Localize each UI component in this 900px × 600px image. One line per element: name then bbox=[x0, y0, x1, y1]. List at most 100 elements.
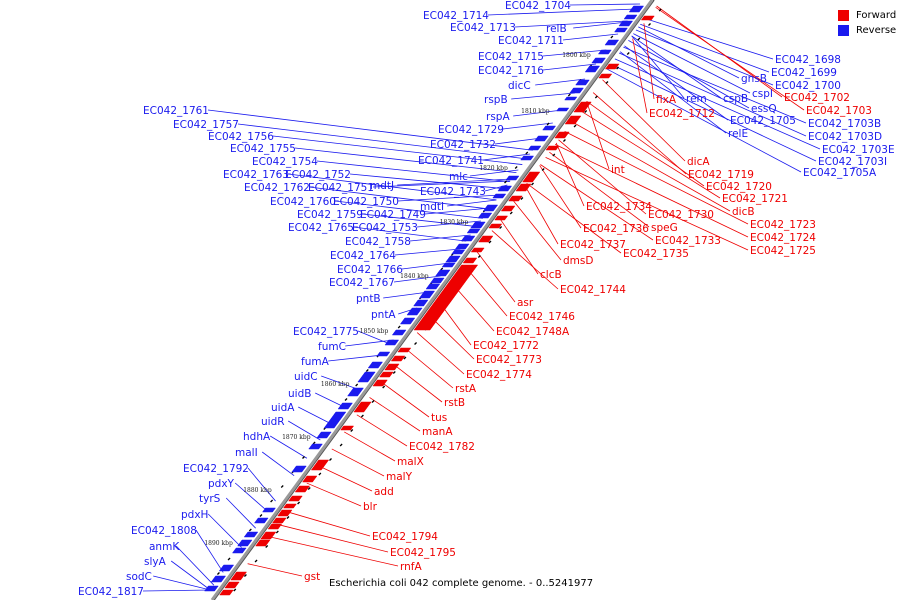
forward-gene-glyph bbox=[413, 264, 479, 331]
reverse-gene-label: EC042_1792 bbox=[183, 463, 249, 475]
reverse-gene-glyph bbox=[399, 317, 416, 325]
forward-gene-label: EC042_1720 bbox=[706, 181, 772, 193]
reverse-gene-glyph bbox=[357, 371, 376, 383]
forward-gene-label: malX bbox=[397, 456, 424, 468]
reverse-gene-label: EC042_1751 bbox=[308, 182, 374, 194]
reverse-tick-mark bbox=[514, 166, 518, 169]
reverse-leader-line bbox=[153, 575, 211, 591]
reverse-gene-label: EC042_1705A bbox=[803, 167, 877, 179]
legend-reverse: Reverse bbox=[838, 23, 896, 38]
reverse-gene-label: relE bbox=[728, 128, 748, 140]
reverse-leader-line bbox=[482, 153, 531, 161]
forward-tick-mark bbox=[626, 52, 630, 55]
forward-gene-glyph bbox=[508, 195, 523, 202]
reverse-leader-line bbox=[640, 23, 770, 73]
forward-leader-line bbox=[405, 348, 454, 389]
reverse-leader-line bbox=[234, 482, 269, 512]
reverse-gene-label: uidB bbox=[288, 388, 311, 400]
kbp-tick-label: 1850 kbp bbox=[360, 328, 389, 335]
reverse-leader-line bbox=[357, 330, 391, 345]
forward-gene-label: EC042_1782 bbox=[409, 441, 475, 453]
reverse-tick-mark bbox=[248, 528, 252, 532]
reverse-gene-label: gnsB bbox=[741, 73, 767, 85]
forward-tick-mark bbox=[499, 226, 503, 229]
forward-tick-mark bbox=[605, 81, 609, 84]
forward-gene-glyph bbox=[390, 355, 406, 362]
forward-leader-line bbox=[476, 251, 516, 303]
reverse-gene-glyph bbox=[435, 269, 451, 277]
forward-gene-label: dicB bbox=[732, 206, 755, 218]
reverse-gene-label: EC042_1808 bbox=[131, 525, 197, 537]
reverse-leader-line bbox=[349, 173, 505, 190]
forward-gene-label: EC042_1773 bbox=[476, 354, 542, 366]
reverse-leader-line bbox=[383, 291, 429, 299]
reverse-tick-mark bbox=[280, 485, 284, 488]
reverse-gene-label: uidC bbox=[294, 371, 318, 383]
forward-tick-mark bbox=[339, 443, 343, 447]
forward-gene-label: EC042_1748A bbox=[496, 326, 570, 338]
reverse-leader-line bbox=[287, 173, 497, 201]
kbp-tick-label: 1800 kbp bbox=[562, 52, 591, 59]
forward-gene-label: EC042_1772 bbox=[473, 340, 539, 352]
forward-gene-glyph bbox=[282, 503, 297, 509]
reverse-gene-label: EC042_1764 bbox=[330, 250, 396, 262]
forward-swatch bbox=[838, 10, 849, 21]
reverse-gene-label: EC042_1715 bbox=[478, 51, 544, 63]
forward-gene-label: int bbox=[611, 164, 625, 176]
forward-tick-mark bbox=[658, 8, 662, 12]
legend-reverse-label: Reverse bbox=[856, 25, 897, 36]
forward-gene-label: EC042_1702 bbox=[784, 92, 850, 104]
forward-gene-label: EC042_1721 bbox=[722, 193, 788, 205]
reverse-gene-glyph bbox=[391, 329, 407, 336]
forward-leader-line bbox=[549, 151, 650, 228]
reverse-gene-label: relB bbox=[546, 23, 567, 35]
forward-tick-mark bbox=[371, 400, 375, 403]
reverse-gene-glyph bbox=[231, 547, 247, 554]
reverse-tick-mark bbox=[312, 441, 316, 445]
reverse-gene-label: cspI bbox=[752, 88, 773, 100]
reverse-gene-glyph bbox=[591, 57, 606, 64]
reverse-gene-glyph bbox=[623, 14, 638, 20]
forward-gene-label: clcB bbox=[540, 269, 562, 281]
forward-leader-line bbox=[380, 381, 430, 418]
forward-leader-line bbox=[602, 79, 686, 162]
reverse-leader-line bbox=[416, 220, 481, 228]
reverse-leader-line bbox=[542, 49, 607, 57]
forward-gene-glyph bbox=[604, 63, 620, 70]
reverse-gene-glyph bbox=[445, 255, 461, 263]
reverse-gene-label: fumC bbox=[318, 341, 346, 353]
reverse-gene-label: hdhA bbox=[243, 431, 271, 443]
reverse-leader-line bbox=[272, 135, 523, 165]
forward-tick-mark bbox=[329, 458, 332, 461]
reverse-gene-label: EC042_1761 bbox=[143, 105, 209, 117]
reverse-gene-label: mdtJ bbox=[370, 180, 394, 192]
reverse-gene-label: EC042_1753 bbox=[352, 222, 418, 234]
reverse-gene-label: EC042_1698 bbox=[775, 54, 841, 66]
reverse-leader-line bbox=[294, 147, 517, 173]
reverse-leader-line bbox=[487, 8, 637, 16]
kbp-tick-label: 1870 kbp bbox=[282, 434, 311, 441]
forward-gene-glyph bbox=[573, 101, 592, 113]
forward-gene-glyph bbox=[545, 145, 560, 151]
forward-gene-label: EC042_1723 bbox=[750, 219, 816, 231]
forward-gene-glyph bbox=[379, 371, 394, 378]
reverse-leader-line bbox=[207, 513, 242, 548]
forward-gene-label: rnfA bbox=[400, 561, 422, 573]
forward-tick-mark bbox=[318, 472, 322, 476]
reverse-leader-line bbox=[352, 226, 467, 242]
forward-gene-label: EC042_1712 bbox=[649, 108, 715, 120]
reverse-gene-label: malI bbox=[235, 447, 258, 459]
reverse-gene-glyph bbox=[253, 517, 269, 524]
reverse-gene-label: EC042_1711 bbox=[498, 35, 564, 47]
kbp-tick-label: 1840 kbp bbox=[400, 273, 429, 280]
reverse-tick-mark bbox=[302, 456, 305, 459]
reverse-gene-glyph bbox=[451, 249, 466, 255]
forward-tick-mark bbox=[360, 414, 364, 418]
reverse-leader-line bbox=[618, 52, 807, 137]
reverse-gene-glyph bbox=[384, 339, 400, 346]
forward-tick-mark bbox=[541, 168, 545, 171]
reverse-gene-glyph bbox=[262, 507, 276, 513]
reverse-gene-glyph bbox=[542, 125, 557, 131]
reverse-gene-label: pntB bbox=[356, 293, 381, 305]
